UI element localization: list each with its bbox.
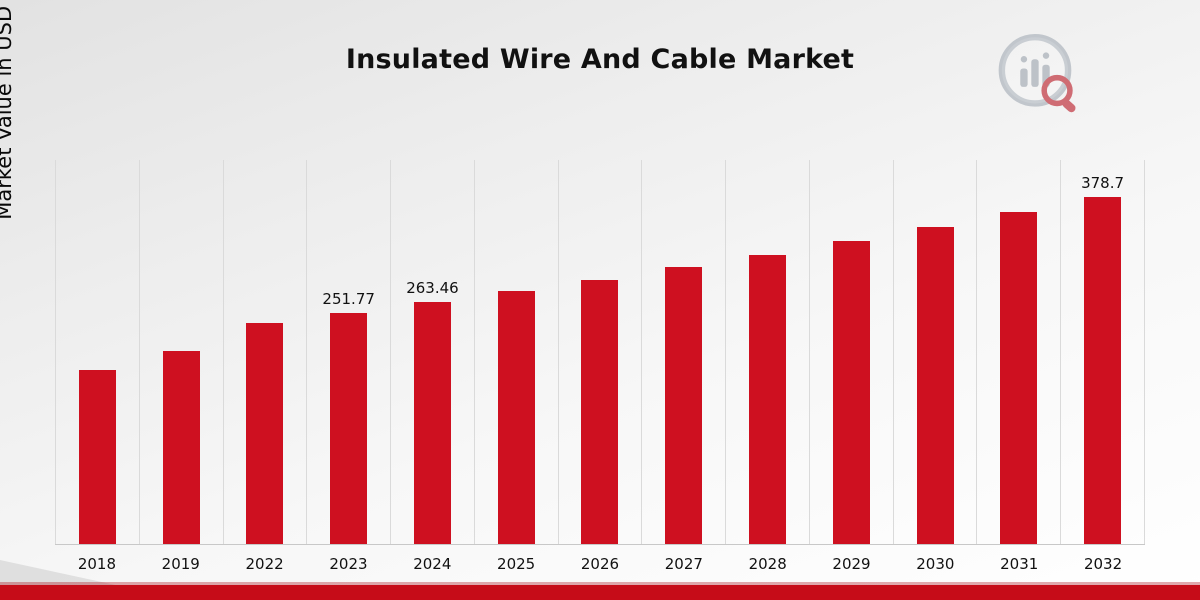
x-tick-label-2019: 2019 [161,555,200,573]
x-tick-label-2029: 2029 [832,555,871,573]
bar-chart: 251.77 263.46 378.7 2018 2019 2022 2023 2024 20… [55,160,1145,573]
x-tick-label-2018: 2018 [77,555,117,573]
bar-2028 [749,255,786,544]
bar-2022 [246,323,284,544]
plot-area: 251.77 263.46 378.7 [55,160,1145,545]
x-tick-label-2022: 2022 [245,555,284,573]
bar-2027 [665,267,703,544]
bar-2023 [330,313,368,544]
bar-2030 [916,227,954,544]
chart-column-2025 [473,160,558,544]
chart-column-2027 [641,160,725,544]
magnifier-icon [1041,74,1076,113]
x-tick-label-2031: 2031 [1000,555,1039,573]
chart-title: Insulated Wire And Cable Market [345,44,855,75]
x-tick-label-2026: 2026 [580,555,620,573]
chart-column-2032: 378.7 [1060,160,1145,544]
bar-2031 [1000,212,1038,544]
footer-red-stripe [0,582,1200,600]
bar-2032 [1084,197,1122,544]
bar-2025 [497,291,535,544]
chart-column-2024: 263.46 [390,160,474,544]
chart-column-2031 [976,160,1060,544]
chart-column-2022 [222,160,307,544]
x-tick-label-2023: 2023 [329,555,368,573]
chart-column-2018 [55,160,139,544]
chart-column-2029 [808,160,893,544]
bar-2019 [162,351,200,544]
chart-column-2019 [138,160,223,544]
bar-2026 [581,280,619,544]
x-tick-label-2032: 2032 [1083,555,1123,573]
bar-2018 [78,370,116,544]
chart-column-2028 [725,160,809,544]
x-tick-label-2024: 2024 [413,555,452,573]
chart-column-2023: 251.77 [306,160,390,544]
x-tick-label-2028: 2028 [748,555,787,573]
x-tick-label-2027: 2027 [664,555,703,573]
bar-2024 [413,302,451,544]
bar-value-label: 263.46 [406,279,459,297]
x-tick-label-2025: 2025 [497,555,536,573]
bar-value-label: 251.77 [322,290,375,308]
bar-value-label: 378.7 [1081,174,1125,192]
y-axis-label: Market Value in USD Billion [0,0,16,220]
bar-2029 [832,241,870,544]
analytics-logo-icon [998,33,1076,113]
chart-column-2030 [892,160,977,544]
x-tick-label-2030: 2030 [916,555,955,573]
chart-column-2026 [557,160,642,544]
x-axis-tick-labels: 2018 2019 2022 2023 2024 2025 2026 2027 2028 2029… [55,545,1145,573]
